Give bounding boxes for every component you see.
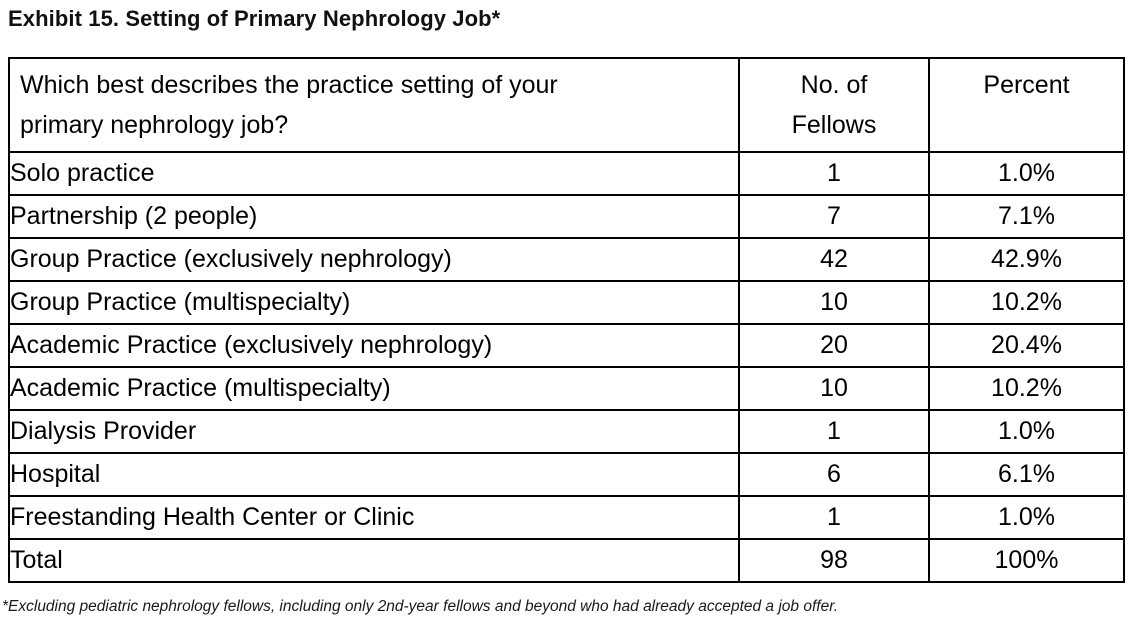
fellows-count: 20 bbox=[738, 323, 930, 368]
fellows-count: 6 bbox=[738, 452, 930, 497]
footnote: *Excluding pediatric nephrology fellows,… bbox=[2, 598, 839, 615]
exhibit-title: Exhibit 15. Setting of Primary Nephrolog… bbox=[8, 6, 501, 31]
setting-label: Partnership (2 people) bbox=[8, 194, 740, 239]
header-percent-cell: Percent bbox=[928, 57, 1125, 153]
percent-value: 100% bbox=[928, 538, 1125, 583]
setting-label: Group Practice (exclusively nephrology) bbox=[8, 237, 740, 282]
table-row: Group Practice (exclusively nephrology) … bbox=[8, 237, 1125, 282]
percent-value: 10.2% bbox=[928, 366, 1125, 411]
table-row: Hospital 6 6.1% bbox=[8, 452, 1125, 497]
fellows-count: 10 bbox=[738, 366, 930, 411]
table-row: Academic Practice (exclusively nephrolog… bbox=[8, 323, 1125, 368]
setting-label: Dialysis Provider bbox=[8, 409, 740, 454]
header-question-text: Which best describes the practice settin… bbox=[20, 71, 558, 139]
percent-value: 10.2% bbox=[928, 280, 1125, 325]
setting-label: Group Practice (multispecialty) bbox=[8, 280, 740, 325]
table-header-row: Which best describes the practice settin… bbox=[8, 57, 1125, 153]
percent-value: 1.0% bbox=[928, 495, 1125, 540]
setting-label: Academic Practice (multispecialty) bbox=[8, 366, 740, 411]
setting-label: Hospital bbox=[8, 452, 740, 497]
percent-value: 42.9% bbox=[928, 237, 1125, 282]
header-question-cell: Which best describes the practice settin… bbox=[8, 57, 740, 153]
percent-value: 7.1% bbox=[928, 194, 1125, 239]
percent-value: 6.1% bbox=[928, 452, 1125, 497]
fellows-count: 1 bbox=[738, 151, 930, 196]
fellows-count: 10 bbox=[738, 280, 930, 325]
fellows-count: 1 bbox=[738, 495, 930, 540]
header-percent-text: Percent bbox=[983, 71, 1070, 99]
setting-label: Total bbox=[8, 538, 740, 583]
table-row: Partnership (2 people) 7 7.1% bbox=[8, 194, 1125, 239]
header-count-text: No. of Fellows bbox=[791, 71, 877, 139]
table-row: Dialysis Provider 1 1.0% bbox=[8, 409, 1125, 454]
exhibit-table: Which best describes the practice settin… bbox=[8, 57, 1125, 583]
fellows-count: 42 bbox=[738, 237, 930, 282]
table-row: Solo practice 1 1.0% bbox=[8, 151, 1125, 196]
percent-value: 20.4% bbox=[928, 323, 1125, 368]
table-row: Group Practice (multispecialty) 10 10.2% bbox=[8, 280, 1125, 325]
table-row: Academic Practice (multispecialty) 10 10… bbox=[8, 366, 1125, 411]
table-row: Freestanding Health Center or Clinic 1 1… bbox=[8, 495, 1125, 540]
fellows-count: 1 bbox=[738, 409, 930, 454]
setting-label: Academic Practice (exclusively nephrolog… bbox=[8, 323, 740, 368]
setting-label: Freestanding Health Center or Clinic bbox=[8, 495, 740, 540]
setting-label: Solo practice bbox=[8, 151, 740, 196]
header-count-cell: No. of Fellows bbox=[738, 57, 930, 153]
fellows-count: 98 bbox=[738, 538, 930, 583]
fellows-count: 7 bbox=[738, 194, 930, 239]
table-row-total: Total 98 100% bbox=[8, 538, 1125, 583]
percent-value: 1.0% bbox=[928, 409, 1125, 454]
percent-value: 1.0% bbox=[928, 151, 1125, 196]
